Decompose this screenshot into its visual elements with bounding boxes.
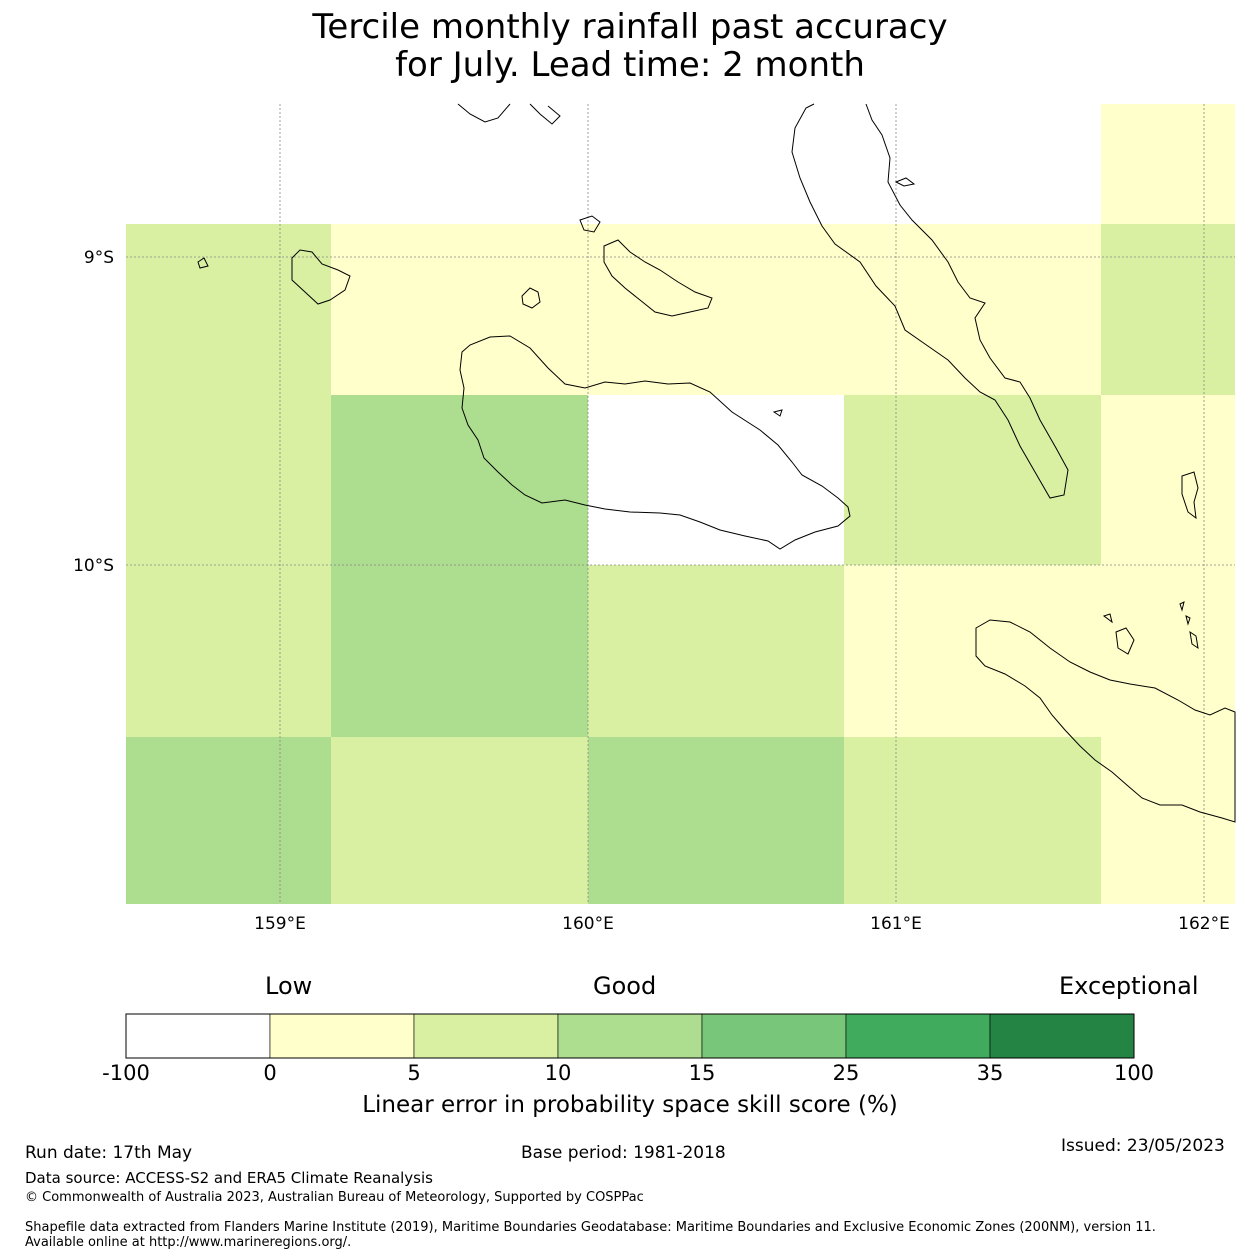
skill-cell [126, 737, 331, 904]
skill-cell [844, 395, 1101, 565]
skill-cell [331, 224, 588, 395]
colorbar-label: Linear error in probability space skill … [362, 1092, 898, 1118]
skill-cell [1101, 737, 1235, 904]
lon-label-162e: 162°E [1178, 914, 1230, 934]
coastline-russell-islands [291, 249, 351, 305]
coastline-florida-islands [603, 239, 713, 317]
coastline-islet-c [894, 177, 916, 187]
gridlines [126, 104, 1235, 904]
coastline-islet-i [1189, 630, 1199, 650]
coastline-islet-e [1181, 471, 1199, 520]
colorbar-word-good: Good [593, 972, 657, 1000]
skill-cell [126, 104, 331, 224]
skill-cell [588, 737, 844, 904]
skill-cell [1101, 224, 1235, 395]
colorbar-tick: 100 [1113, 1061, 1155, 1085]
coastline-islet-f [1115, 627, 1135, 655]
colorbar-segment [125, 1013, 271, 1059]
skill-cell [588, 104, 844, 224]
skill-cell [331, 565, 588, 737]
axis-labels: 9°S 10°S 159°E 160°E 161°E 162°E [73, 248, 1230, 934]
skill-cell [588, 395, 844, 565]
coastline-islet-north [529, 103, 561, 125]
coastlines [197, 103, 1236, 823]
issued-date: Issued: 23/05/2023 [1061, 1136, 1225, 1156]
colorbar [125, 1013, 1135, 1059]
skill-grid [126, 104, 1235, 904]
colorbar-tick: 25 [832, 1061, 860, 1085]
lat-label-10s: 10°S [73, 556, 114, 576]
coastline-makira [975, 619, 1236, 823]
colorbar-tick: -100 [102, 1061, 150, 1085]
map-title-line1: Tercile monthly rainfall past accuracy [312, 7, 948, 47]
colorbar-segment [989, 1013, 1135, 1059]
skill-cell [844, 104, 1101, 224]
colorbar-segment [557, 1013, 703, 1059]
skill-cell [126, 395, 331, 565]
coastline-savo [521, 287, 541, 309]
coastline-islet-d [772, 409, 783, 417]
coastline-islet-g [1102, 613, 1113, 624]
lon-label-159e: 159°E [254, 914, 306, 934]
coastline-islet-h [1179, 601, 1185, 612]
skill-cell [1101, 104, 1235, 224]
colorbar-frame [125, 1013, 1135, 1059]
coastline-northwest [457, 103, 511, 123]
data-source: Data source: ACCESS-S2 and ERA5 Climate … [25, 1169, 433, 1187]
colorbar-segment [701, 1013, 847, 1059]
copyright-notice: © Commonwealth of Australia 2023, Austra… [25, 1190, 644, 1205]
colorbar-word-exceptional: Exceptional [1059, 972, 1199, 1000]
coastline-islet-j [1185, 615, 1191, 626]
colorbar-tick: 15 [688, 1061, 716, 1085]
skill-cell [331, 104, 588, 224]
skill-cell [1101, 395, 1235, 565]
skill-cell [844, 565, 1101, 737]
map-title-line2: for July. Lead time: 2 month [395, 45, 865, 85]
base-period: Base period: 1981-2018 [521, 1143, 726, 1163]
skill-cell [588, 565, 844, 737]
skill-cell [331, 737, 588, 904]
colorbar-segment [413, 1013, 559, 1059]
colorbar-tick: 35 [976, 1061, 1004, 1085]
lon-label-161e: 161°E [870, 914, 922, 934]
run-date: Run date: 17th May [25, 1143, 193, 1163]
colorbar-segment [845, 1013, 991, 1059]
coastline-malaita [791, 103, 1069, 499]
colorbar-tick: 5 [407, 1061, 421, 1085]
shapefile-credit: Shapefile data extracted from Flanders M… [25, 1220, 1156, 1250]
skill-cell [844, 737, 1101, 904]
coastline-islet-b [579, 215, 601, 233]
lon-label-160e: 160°E [562, 914, 614, 934]
colorbar-word-low: Low [265, 972, 313, 1000]
coastline-guadalcanal [459, 335, 851, 550]
lat-label-9s: 9°S [84, 248, 114, 268]
skill-cell [126, 565, 331, 737]
skill-cell [588, 224, 844, 395]
colorbar-tick: 0 [263, 1061, 277, 1085]
skill-cell [1101, 565, 1235, 737]
colorbar-tick: 10 [544, 1061, 572, 1085]
colorbar-segment [269, 1013, 415, 1059]
coastline-islet-a [197, 257, 209, 269]
skill-cell [331, 395, 588, 565]
map-panel: 9°S 10°S 159°E 160°E 161°E 162°E [73, 103, 1236, 934]
skill-cell [844, 224, 1101, 395]
